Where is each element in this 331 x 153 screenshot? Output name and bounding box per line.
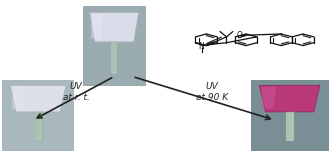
Text: UV
at 90 K: UV at 90 K (196, 82, 228, 101)
Text: O: O (237, 31, 243, 40)
Polygon shape (261, 87, 276, 109)
Polygon shape (259, 85, 320, 112)
Bar (286, 112, 294, 141)
Text: UV
at r. t.: UV at r. t. (63, 82, 90, 101)
Bar (111, 42, 117, 74)
Polygon shape (10, 85, 66, 112)
Polygon shape (90, 13, 139, 42)
Bar (34, 112, 42, 141)
Bar (83, 6, 146, 86)
Text: N: N (198, 42, 204, 51)
Polygon shape (12, 87, 26, 109)
Bar (3, 80, 73, 151)
Bar (251, 80, 328, 151)
Polygon shape (91, 14, 104, 39)
